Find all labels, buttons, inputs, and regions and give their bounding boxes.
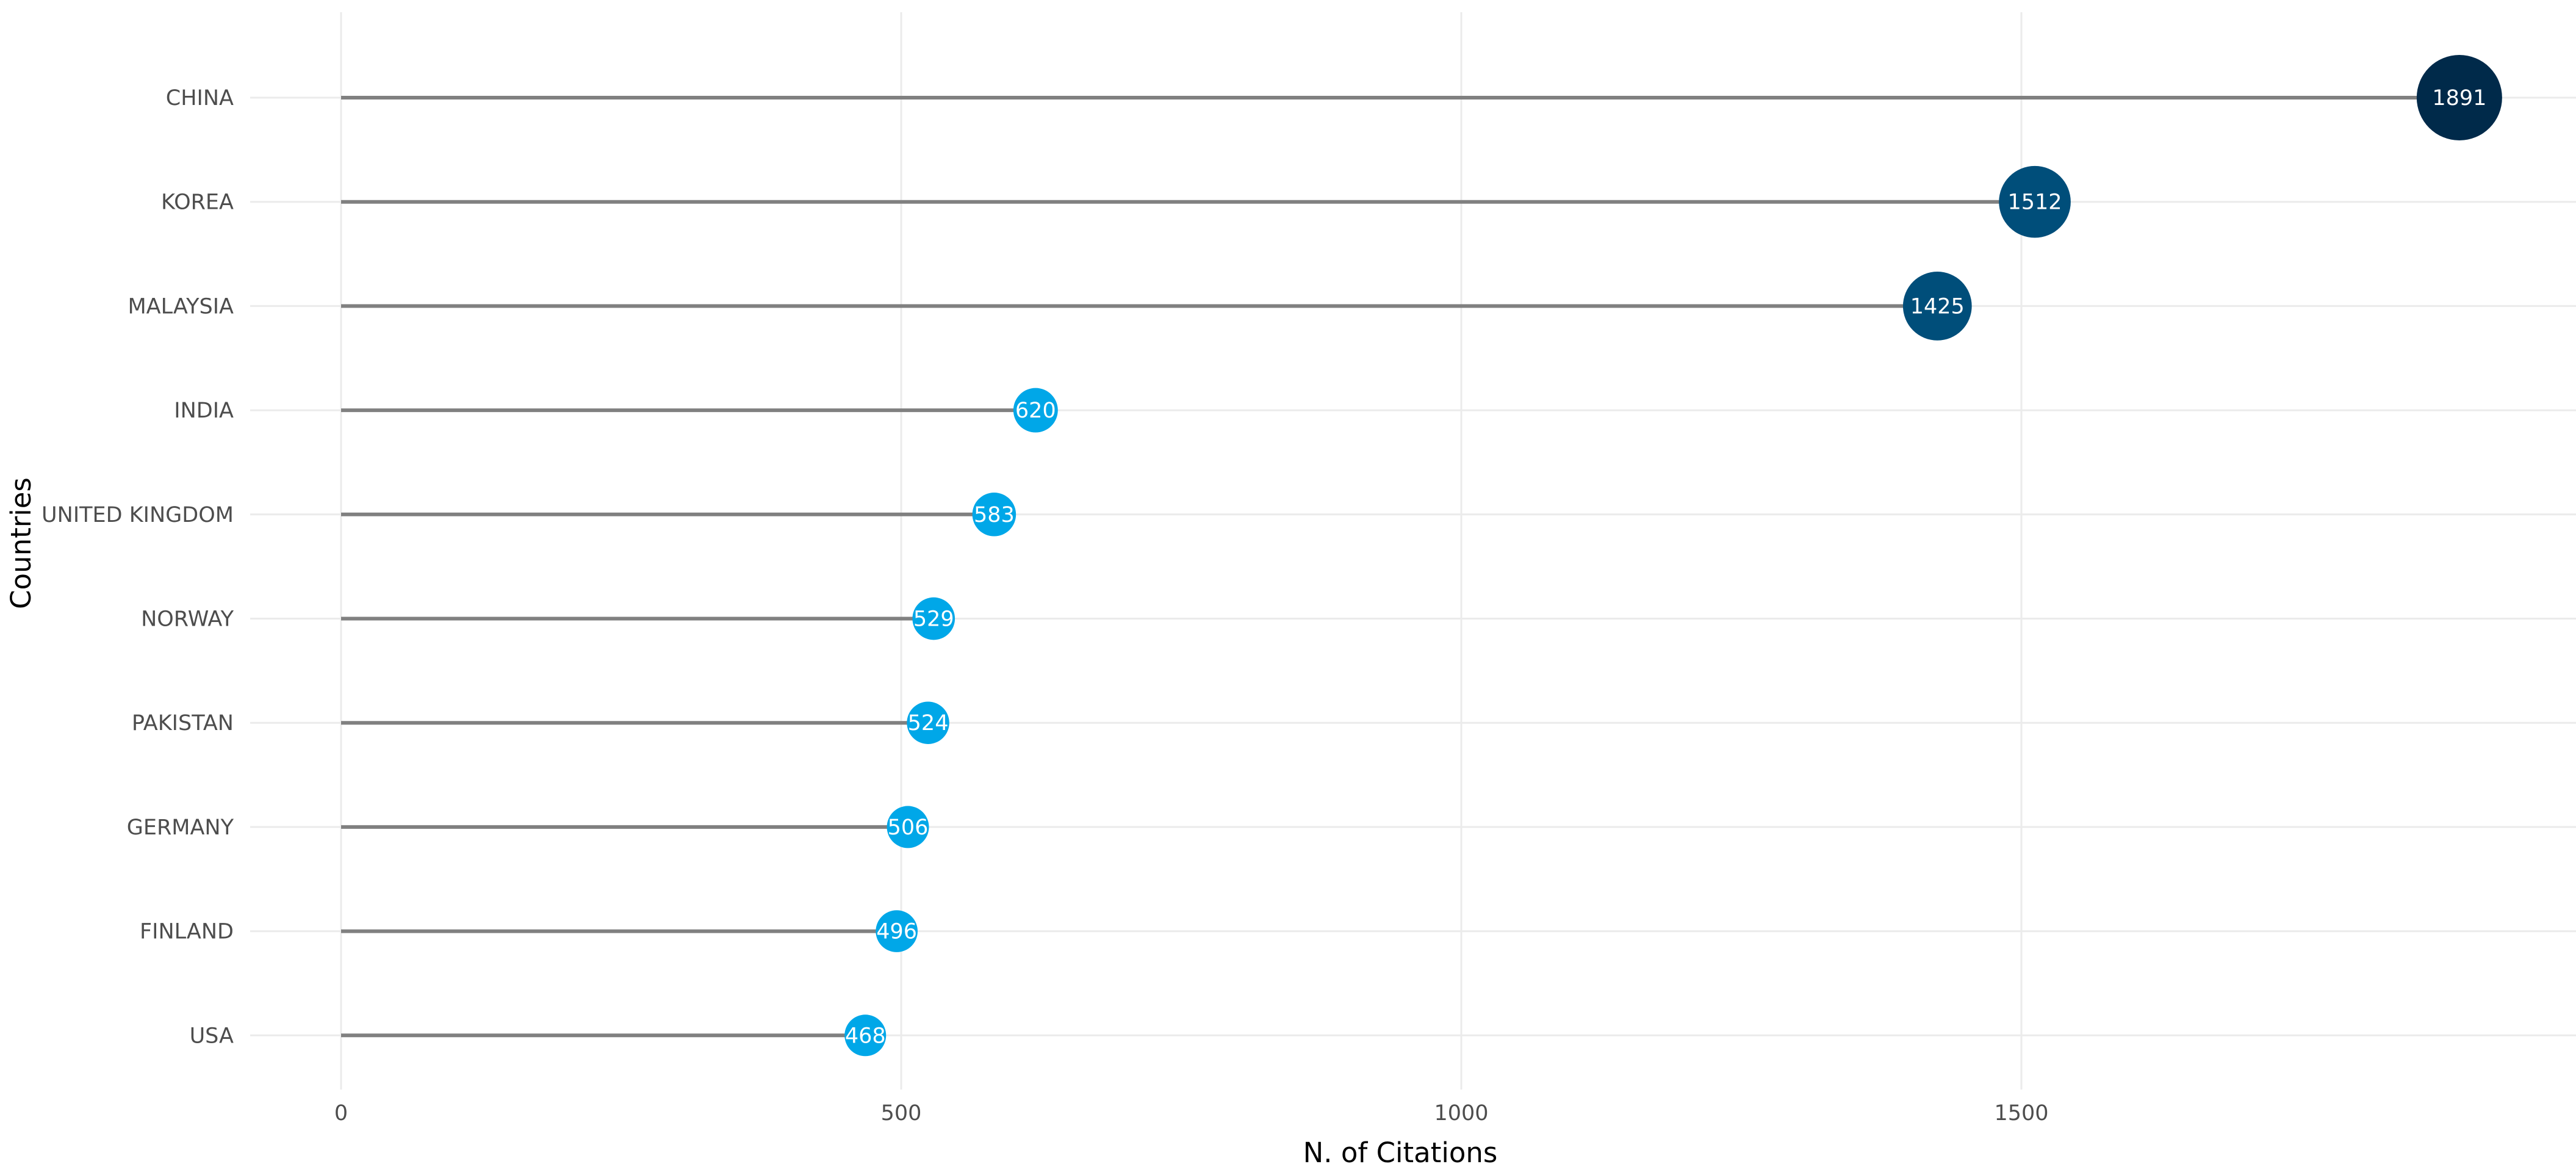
stem-layer <box>341 96 2459 1038</box>
category-label: UNITED KINGDOM <box>41 503 234 527</box>
x-tick-label: 0 <box>334 1101 348 1126</box>
y-axis-title: Countries <box>5 477 37 609</box>
lollipop-point <box>887 806 929 848</box>
lollipop-point <box>912 597 955 640</box>
category-label: GERMANY <box>127 815 234 840</box>
x-tick-label: 500 <box>881 1101 922 1126</box>
point-layer <box>844 55 2502 1057</box>
lollipop-point <box>2416 55 2502 140</box>
x-tick-label: 1000 <box>1434 1101 1488 1126</box>
category-label: KOREA <box>161 190 234 215</box>
lollipop-point <box>876 910 918 952</box>
data-label: 496 <box>876 920 917 944</box>
x-tick-label: 1500 <box>1994 1101 2048 1126</box>
category-label: INDIA <box>174 399 234 423</box>
data-label: 524 <box>908 711 949 736</box>
data-label: 468 <box>845 1024 886 1048</box>
lollipop-point <box>972 493 1016 537</box>
data-label: 529 <box>913 607 954 632</box>
lollipop-point <box>1013 388 1058 433</box>
category-label: CHINA <box>166 86 234 110</box>
data-label: 1425 <box>1910 294 1965 319</box>
data-label: 1891 <box>2432 86 2486 110</box>
lollipop-point <box>907 701 949 744</box>
category-label: USA <box>190 1024 234 1048</box>
category-label: NORWAY <box>141 607 234 632</box>
grid-layer <box>250 12 2576 1090</box>
label-layer: 1891 1512 1425 620 583 529 524 506 496 468 <box>845 86 2487 1048</box>
lollipop-point <box>844 1014 887 1057</box>
data-label: 1512 <box>2007 190 2062 215</box>
data-label: 506 <box>888 815 929 840</box>
category-label: FINLAND <box>140 920 234 944</box>
x-axis-title: N. of Citations <box>1303 1137 1498 1169</box>
axis-layer: N. of Citations Countries 0 500 1000 1500 CH… <box>5 86 2049 1169</box>
lollipop-point <box>1999 165 2071 238</box>
category-label: PAKISTAN <box>132 711 234 736</box>
lollipop-point <box>1902 272 1972 341</box>
data-label: 620 <box>1015 399 1056 423</box>
data-label: 583 <box>974 503 1015 527</box>
category-label: MALAYSIA <box>128 294 234 319</box>
